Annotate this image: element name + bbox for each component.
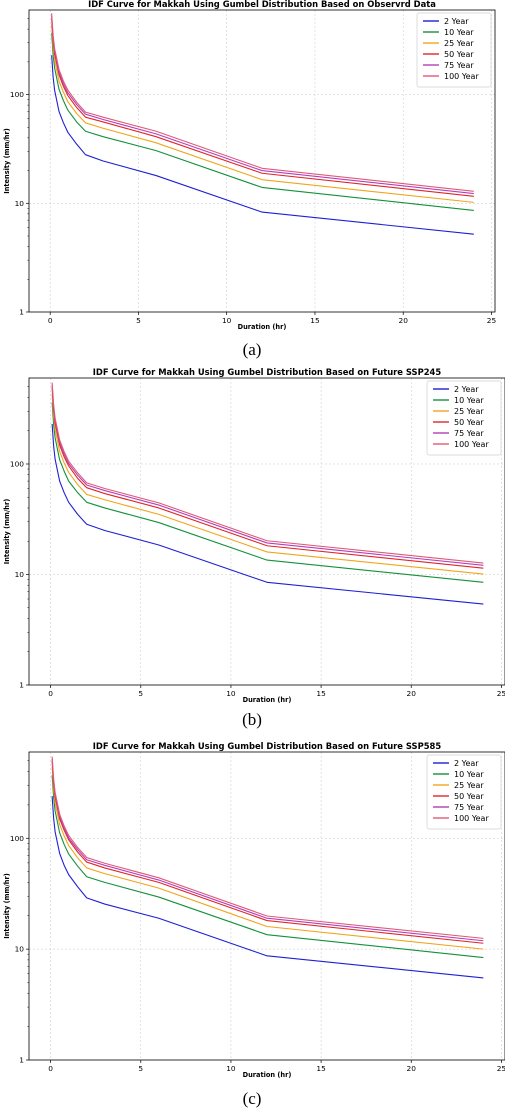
- legend-entry: 10 Year: [444, 28, 474, 37]
- legend: 2 Year 10 Year 25 Year 50 Year 75 Year 100 Ye…: [427, 755, 501, 829]
- legend-entry: 2 Year: [444, 17, 469, 26]
- series-line-75-year: [52, 385, 483, 565]
- chart-panel-3: 0 5 10 15 20 25 1 10 100 IDF Curve for Makkah Usi…: [3, 741, 505, 1108]
- x-tick-label: 15: [316, 689, 326, 698]
- chart-panel-2: 0 5 10 15 20 25 1 10 100 IDF Curve for Makkah Usi…: [3, 367, 505, 729]
- x-tick-label: 15: [316, 1064, 326, 1073]
- series-line-25-year: [52, 25, 474, 203]
- x-tick-label: 5: [136, 316, 141, 325]
- x-tick-label: 0: [48, 316, 53, 325]
- series-line-2-year: [52, 424, 483, 604]
- legend: 2 Year 10 Year 25 Year 50 Year 75 Year 100 Ye…: [427, 381, 501, 455]
- series-line-10-year: [52, 403, 483, 583]
- x-tick-label: 10: [222, 316, 232, 325]
- panel-caption: (a): [243, 340, 262, 359]
- legend-entry: 25 Year: [454, 781, 484, 790]
- panel-caption: (c): [243, 1089, 262, 1108]
- y-tick-label: 1: [19, 308, 24, 317]
- x-tick-label: 5: [138, 1064, 143, 1073]
- legend-entry: 75 Year: [454, 429, 484, 438]
- x-tick-label: 10: [226, 1064, 236, 1073]
- x-tick-label: 20: [407, 1064, 417, 1073]
- y-tick-label: 100: [10, 834, 24, 843]
- y-tick-label: 10: [15, 199, 25, 208]
- x-tick-label: 20: [399, 316, 409, 325]
- y-axis-label: Intensity (mm/hr): [3, 499, 11, 565]
- legend-entry: 100 Year: [444, 72, 479, 81]
- y-axis-label: Intensity (mm/hr): [3, 873, 11, 939]
- x-tick-label: 25: [497, 1064, 505, 1073]
- y-tick-label: 100: [10, 90, 24, 99]
- legend-entry: 50 Year: [454, 792, 484, 801]
- legend-entry: 25 Year: [454, 407, 484, 416]
- legend-entry: 100 Year: [454, 814, 489, 823]
- x-axis-label: Duration (hr): [243, 696, 292, 704]
- legend-entry: 25 Year: [444, 39, 474, 48]
- legend-entry: 75 Year: [454, 803, 484, 812]
- legend-entry: 50 Year: [444, 50, 474, 59]
- chart-title: IDF Curve for Makkah Using Gumbel Distri…: [93, 367, 442, 377]
- series-line-75-year: [52, 759, 483, 941]
- x-tick-label: 0: [48, 689, 53, 698]
- x-tick-label: 20: [407, 689, 417, 698]
- y-tick-label: 100: [10, 460, 24, 469]
- x-tick-label: 0: [48, 1064, 53, 1073]
- legend-entry: 2 Year: [454, 385, 479, 394]
- y-tick-label: 10: [15, 570, 25, 579]
- series-line-50-year: [52, 19, 474, 197]
- chart-panel-1: 0 5 10 15 20 25 1 10 100 IDF Curve for Makkah Usi…: [3, 0, 496, 359]
- x-tick-label: 15: [310, 316, 320, 325]
- panel-caption: (b): [242, 710, 262, 729]
- y-axis-label: Intensity (mm/hr): [3, 128, 11, 194]
- legend-entry: 10 Year: [454, 770, 484, 779]
- series-line-10-year: [52, 33, 474, 211]
- x-tick-label: 5: [138, 689, 143, 698]
- legend-entry: 100 Year: [454, 440, 489, 449]
- series-line-100-year: [52, 383, 483, 563]
- x-tick-label: 10: [226, 689, 236, 698]
- series-line-75-year: [52, 16, 474, 194]
- y-tick-label: 1: [19, 681, 24, 690]
- x-axis-label: Duration (hr): [238, 323, 287, 331]
- legend-entry: 75 Year: [444, 61, 474, 70]
- x-tick-label: 25: [497, 689, 505, 698]
- series-line-2-year: [52, 55, 474, 234]
- series-line-25-year: [52, 394, 483, 574]
- x-axis-label: Duration (hr): [243, 1071, 292, 1079]
- legend-entry: 10 Year: [454, 396, 484, 405]
- series-line-100-year: [52, 757, 483, 939]
- x-tick-label: 25: [487, 316, 497, 325]
- series-line-25-year: [52, 767, 483, 949]
- legend-entry: 50 Year: [454, 418, 484, 427]
- y-tick-label: 1: [19, 1056, 24, 1065]
- legend: 2 Year 10 Year 25 Year 50 Year 75 Year 100 Ye…: [417, 13, 491, 87]
- chart-title: IDF Curve for Makkah Using Gumbel Distri…: [93, 741, 442, 751]
- y-tick-label: 10: [15, 945, 25, 954]
- chart-title: IDF Curve for Makkah Using Gumbel Distri…: [88, 0, 436, 9]
- legend-entry: 2 Year: [454, 759, 479, 768]
